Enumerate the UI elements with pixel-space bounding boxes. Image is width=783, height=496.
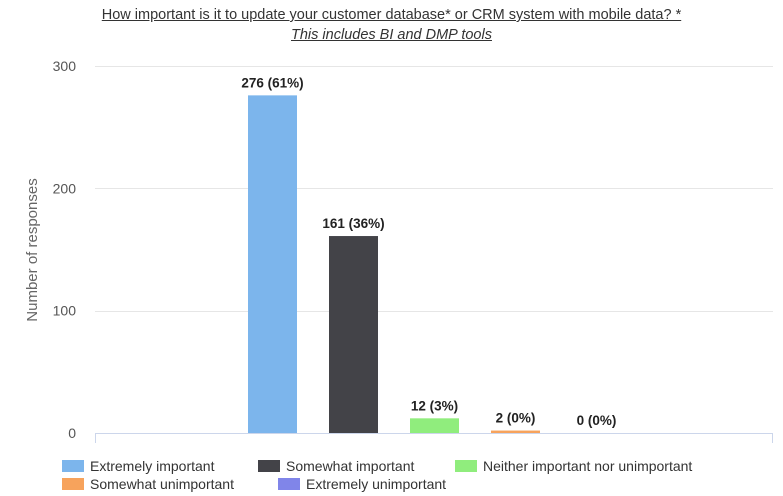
legend-label: Somewhat important — [286, 458, 415, 474]
legend-label: Somewhat unimportant — [90, 476, 234, 492]
legend-swatch — [455, 460, 477, 472]
bar-data-label: 0 (0%) — [577, 413, 617, 428]
bar-chart: 0 100 200 300 Number of responses 276 (61%)… — [24, 58, 773, 443]
chart-legend: Extremely important Somewhat important N… — [62, 457, 762, 493]
legend-label: Neither important nor unimportant — [483, 458, 693, 474]
legend-item-neither[interactable]: Neither important nor unimportant — [455, 458, 692, 474]
bar-2[interactable] — [329, 236, 378, 433]
legend-item-somewhat-important[interactable]: Somewhat important — [258, 458, 455, 474]
y-axis-title: Number of responses — [24, 178, 41, 321]
chart-title: How important is it to update your custo… — [101, 7, 682, 23]
bar-data-label: 276 (61%) — [241, 75, 303, 90]
legend-item-extremely-unimportant[interactable]: Extremely unimportant — [278, 476, 446, 492]
bar-data-label: 161 (36%) — [322, 216, 384, 231]
y-tick-label: 300 — [53, 58, 77, 74]
legend-item-extremely-important[interactable]: Extremely important — [62, 458, 258, 474]
chart-subtitle: This includes BI and DMP tools — [291, 27, 492, 43]
legend-swatch — [62, 478, 84, 490]
legend-swatch — [62, 460, 84, 472]
y-tick-label: 0 — [68, 425, 76, 441]
bar-data-label: 12 (3%) — [411, 398, 458, 413]
legend-swatch — [258, 460, 280, 472]
y-tick-label: 200 — [53, 180, 77, 196]
y-tick-label: 100 — [53, 303, 77, 319]
legend-item-somewhat-unimportant[interactable]: Somewhat unimportant — [62, 476, 278, 492]
bar-1[interactable] — [248, 95, 297, 434]
bar-3[interactable] — [410, 418, 459, 433]
legend-label: Extremely important — [90, 458, 215, 474]
bar-data-label: 2 (0%) — [496, 411, 536, 426]
legend-swatch — [278, 478, 300, 490]
legend-label: Extremely unimportant — [306, 476, 447, 492]
bar-4[interactable] — [491, 430, 540, 433]
